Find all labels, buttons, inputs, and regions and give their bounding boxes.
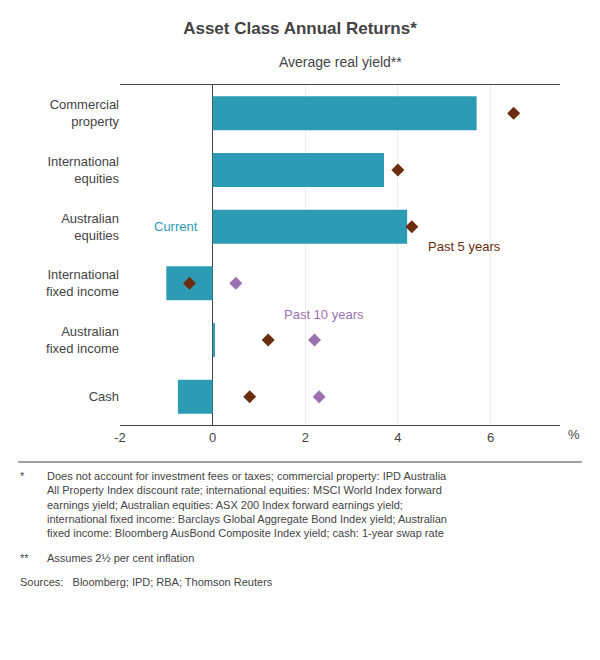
svg-text:Assumes 2½ per cent inflation: Assumes 2½ per cent inflation: [47, 552, 194, 564]
svg-text:Does not account for investmen: Does not account for investment fees or …: [47, 470, 447, 539]
svg-text:-2: -2: [114, 430, 126, 445]
svg-text:Current: Current: [154, 219, 198, 234]
svg-text:2: 2: [302, 430, 309, 445]
svg-text:0: 0: [209, 430, 216, 445]
svg-text:**: **: [20, 552, 29, 564]
svg-text:Asset Class Annual Returns*: Asset Class Annual Returns*: [183, 19, 417, 38]
svg-text:Cash: Cash: [89, 389, 119, 404]
svg-text:Sources: Bloomberg; IPD; RBA: Sources: Bloomberg; IPD; RBA; Thomson Re…: [20, 576, 273, 588]
svg-text:*: *: [20, 470, 25, 482]
svg-text:Australianequities: Australianequities: [61, 211, 119, 243]
svg-text:Internationalfixed income: Internationalfixed income: [46, 267, 119, 299]
svg-text:Average real yield**: Average real yield**: [279, 54, 402, 70]
svg-text:Past 10 years: Past 10 years: [284, 307, 364, 322]
svg-text:6: 6: [487, 430, 494, 445]
svg-text:4: 4: [394, 430, 401, 445]
svg-text:Internationalequities: Internationalequities: [47, 154, 119, 186]
svg-text:Australianfixed income: Australianfixed income: [46, 324, 119, 356]
svg-text:Commercialproperty: Commercialproperty: [50, 97, 120, 129]
svg-text:Past 5 years: Past 5 years: [428, 239, 501, 254]
svg-text:%: %: [568, 427, 580, 442]
